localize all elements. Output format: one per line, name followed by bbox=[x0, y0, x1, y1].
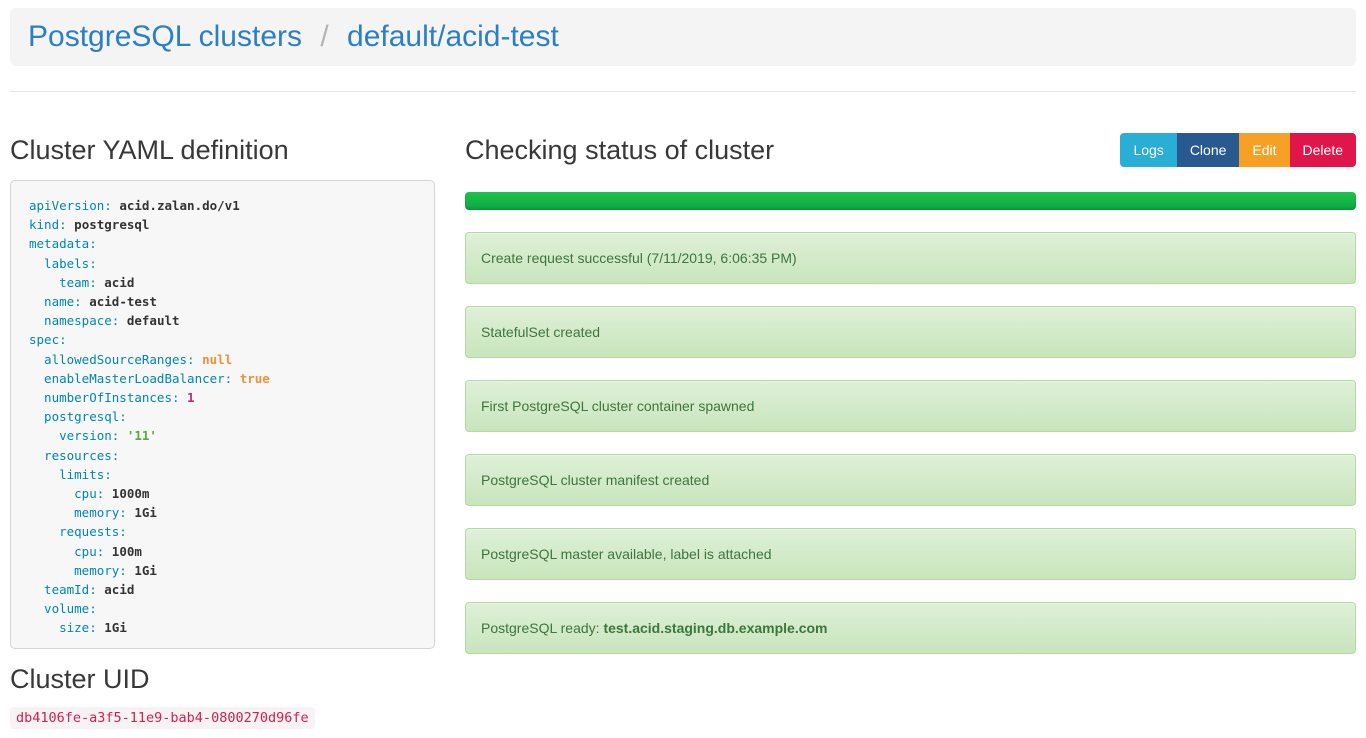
status-section-title: Checking status of cluster bbox=[465, 135, 775, 165]
yaml-key: postgresql: bbox=[29, 409, 127, 425]
yaml-line: kind: postgresql bbox=[29, 215, 424, 234]
status-alert-text: Create request successful (7/11/2019, 6:… bbox=[481, 250, 797, 266]
yaml-line: teamId: acid bbox=[29, 580, 424, 599]
yaml-key: enableMasterLoadBalancer: bbox=[29, 370, 233, 386]
delete-button[interactable]: Delete bbox=[1289, 133, 1356, 167]
status-alert-text: PostgreSQL cluster manifest created bbox=[481, 472, 710, 488]
status-alert: First PostgreSQL cluster container spawn… bbox=[465, 380, 1356, 432]
yaml-line: resources: bbox=[29, 446, 424, 465]
yaml-line: memory: 1Gi bbox=[29, 503, 424, 522]
yaml-key: requests: bbox=[29, 524, 127, 540]
yaml-value: true bbox=[239, 370, 270, 386]
cluster-action-buttons: Logs Clone Edit Delete bbox=[1120, 133, 1356, 167]
status-alert: PostgreSQL cluster manifest created bbox=[465, 454, 1356, 506]
yaml-line: cpu: 1000m bbox=[29, 484, 424, 503]
cluster-uid-value: db4106fe-a3f5-11e9-bab4-0800270d96fe bbox=[10, 706, 315, 729]
yaml-key: name: bbox=[29, 294, 82, 310]
yaml-value: acid bbox=[104, 274, 135, 290]
yaml-key: volume: bbox=[29, 601, 97, 617]
yaml-line: volume: bbox=[29, 599, 424, 618]
cluster-uid-title: Cluster UID bbox=[10, 663, 150, 694]
header-divider bbox=[10, 91, 1356, 92]
yaml-value: 1Gi bbox=[134, 562, 157, 578]
yaml-value: null bbox=[202, 351, 233, 367]
yaml-key: numberOfInstances: bbox=[29, 390, 180, 406]
yaml-line: limits: bbox=[29, 465, 424, 484]
yaml-line: size: 1Gi bbox=[29, 618, 424, 637]
yaml-line: spec: bbox=[29, 330, 424, 349]
yaml-value: 1Gi bbox=[134, 505, 157, 521]
yaml-line: memory: 1Gi bbox=[29, 561, 424, 580]
yaml-value: default bbox=[126, 313, 180, 329]
yaml-value: acid.zalan.do/v1 bbox=[119, 198, 240, 213]
breadcrumb-link-current-cluster[interactable]: default/acid-test bbox=[347, 20, 559, 53]
yaml-value: '11' bbox=[126, 428, 157, 444]
status-alert: PostgreSQL ready: test.acid.staging.db.e… bbox=[465, 602, 1356, 654]
yaml-key: teamId: bbox=[29, 582, 97, 598]
content-columns: Cluster YAML definition apiVersion: acid… bbox=[10, 120, 1356, 729]
status-alert-hostname: test.acid.staging.db.example.com bbox=[603, 620, 828, 636]
status-alert-text: StatefulSet created bbox=[481, 324, 601, 340]
yaml-key: size: bbox=[29, 620, 97, 636]
yaml-value: 100m bbox=[111, 543, 142, 559]
yaml-line: team: acid bbox=[29, 273, 424, 292]
status-column: Checking status of cluster Logs Clone Ed… bbox=[465, 120, 1356, 654]
yaml-line: apiVersion: acid.zalan.do/v1 bbox=[29, 196, 424, 215]
breadcrumb-separator: / bbox=[320, 20, 329, 53]
yaml-key: team: bbox=[29, 274, 97, 290]
yaml-line: numberOfInstances: 1 bbox=[29, 388, 424, 407]
yaml-line: namespace: default bbox=[29, 311, 424, 330]
yaml-line: name: acid-test bbox=[29, 292, 424, 311]
status-alert-text: First PostgreSQL cluster container spawn… bbox=[481, 398, 755, 414]
edit-button[interactable]: Edit bbox=[1239, 133, 1290, 167]
status-alert: Create request successful (7/11/2019, 6:… bbox=[465, 232, 1356, 284]
clone-button[interactable]: Clone bbox=[1176, 133, 1240, 167]
yaml-key: metadata: bbox=[29, 236, 97, 252]
yaml-key: kind: bbox=[29, 217, 67, 233]
yaml-line: version: '11' bbox=[29, 426, 424, 445]
yaml-value: acid bbox=[104, 582, 135, 598]
yaml-key: cpu: bbox=[29, 543, 105, 559]
status-alert: StatefulSet created bbox=[465, 306, 1356, 358]
yaml-line: enableMasterLoadBalancer: true bbox=[29, 369, 424, 388]
yaml-value: postgresql bbox=[74, 217, 150, 233]
yaml-key: memory: bbox=[29, 562, 127, 578]
yaml-line: cpu: 100m bbox=[29, 542, 424, 561]
status-header-row: Checking status of cluster Logs Clone Ed… bbox=[465, 120, 1356, 180]
status-alert: PostgreSQL master available, label is at… bbox=[465, 528, 1356, 580]
yaml-key: limits: bbox=[29, 466, 112, 482]
breadcrumb: PostgreSQL clusters / default/acid-test bbox=[10, 8, 1356, 66]
yaml-line: requests: bbox=[29, 522, 424, 541]
logs-button[interactable]: Logs bbox=[1120, 133, 1177, 167]
cluster-status-progress-bar bbox=[465, 192, 1356, 210]
yaml-key: spec: bbox=[29, 332, 67, 348]
yaml-key: apiVersion: bbox=[29, 198, 112, 213]
yaml-value: 1Gi bbox=[104, 620, 127, 636]
cluster-yaml-definition: apiVersion: acid.zalan.do/v1 kind: postgr… bbox=[10, 180, 435, 649]
yaml-key: namespace: bbox=[29, 313, 120, 329]
yaml-key: memory: bbox=[29, 505, 127, 521]
yaml-key: allowedSourceRanges: bbox=[29, 351, 195, 367]
yaml-value: acid-test bbox=[89, 294, 157, 310]
yaml-line: postgresql: bbox=[29, 407, 424, 426]
breadcrumb-link-clusters[interactable]: PostgreSQL clusters bbox=[28, 20, 302, 53]
yaml-column: Cluster YAML definition apiVersion: acid… bbox=[10, 120, 435, 729]
yaml-key: resources: bbox=[29, 447, 120, 463]
yaml-key: labels: bbox=[29, 255, 97, 271]
yaml-value: 1 bbox=[187, 390, 195, 406]
yaml-key: cpu: bbox=[29, 486, 105, 502]
yaml-value: 1000m bbox=[111, 486, 150, 502]
yaml-key: version: bbox=[29, 428, 120, 444]
yaml-line: metadata: bbox=[29, 234, 424, 253]
status-alert-text: PostgreSQL ready: bbox=[481, 620, 604, 636]
status-alert-text: PostgreSQL master available, label is at… bbox=[481, 546, 772, 562]
yaml-section-title: Cluster YAML definition bbox=[10, 135, 289, 165]
yaml-line: labels: bbox=[29, 254, 424, 273]
yaml-line: allowedSourceRanges: null bbox=[29, 350, 424, 369]
